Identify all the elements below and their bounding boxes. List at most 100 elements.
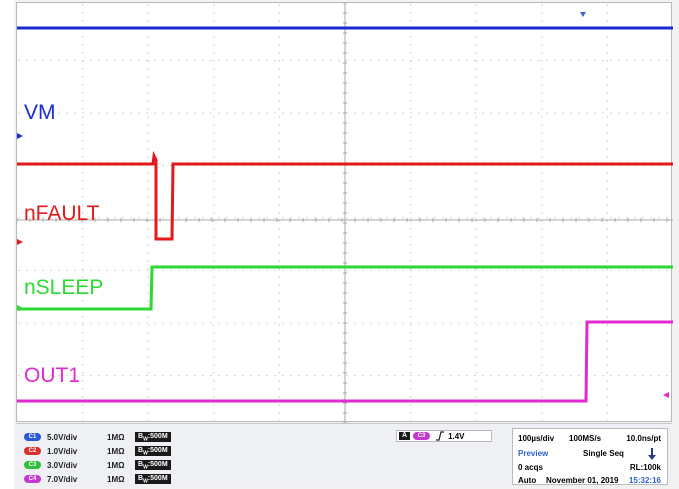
grid-dot — [274, 217, 276, 219]
grid-dot — [58, 269, 60, 272]
channel-badge[interactable]: C3 — [24, 461, 41, 469]
grid-dot — [541, 148, 543, 150]
grid-dot — [50, 59, 52, 62]
grid-dot — [546, 59, 548, 62]
channel-badge[interactable]: C4 — [24, 475, 41, 483]
grid-dot — [147, 276, 149, 278]
grid-dot — [147, 380, 149, 382]
grid-dot — [541, 300, 543, 302]
grid-dot — [18, 217, 20, 219]
grid-dot — [610, 112, 612, 114]
grid-dot — [506, 269, 508, 272]
channel-badge[interactable]: C1 — [24, 433, 41, 441]
grid-dot — [541, 348, 543, 350]
grid-dot — [278, 76, 280, 78]
grid-dot — [298, 269, 300, 272]
grid-dot — [634, 269, 636, 272]
grid-dot — [266, 269, 268, 272]
grid-dot — [186, 374, 188, 377]
grid-dot — [530, 59, 532, 62]
grid-dot — [213, 372, 215, 374]
grid-dot — [26, 59, 28, 62]
grid-dot — [410, 396, 412, 398]
grid-dot — [330, 217, 332, 219]
grid-dot — [541, 92, 543, 94]
grid-dot — [475, 292, 477, 294]
grid-dot — [546, 322, 548, 324]
grid-dot — [218, 374, 220, 377]
grid-dot — [34, 374, 36, 377]
grid-dot — [402, 322, 404, 324]
grid-dot — [538, 217, 540, 219]
channel-row-c4[interactable]: C4 7.0V/div 1MΩ BW:500M — [24, 472, 171, 486]
grid-dot — [98, 374, 100, 377]
grid-dot — [634, 59, 636, 62]
grid-dot — [554, 374, 556, 377]
grid-dot — [282, 374, 284, 377]
grid-dot — [354, 322, 356, 324]
channel-row-c3[interactable]: C3 3.0V/div 1MΩ BW:500M — [24, 458, 171, 472]
grid-dot — [606, 324, 609, 326]
down-arrow-icon — [648, 448, 656, 460]
grid-dot — [541, 108, 543, 110]
grid-dot — [82, 324, 84, 326]
grid-dot — [442, 59, 444, 62]
grid-dot — [82, 148, 84, 150]
grid-dot — [338, 322, 340, 324]
grid-dot — [475, 356, 477, 358]
grid-dot — [34, 59, 36, 62]
grid-dot — [541, 76, 543, 78]
channel-row-c2[interactable]: C2 1.0V/div 1MΩ BW:500M — [24, 444, 171, 458]
grid-dot — [242, 269, 244, 272]
grid-dot — [562, 269, 564, 272]
grid-dot — [410, 220, 412, 222]
grid-dot — [570, 322, 572, 324]
grid-dot — [82, 412, 84, 414]
grid-dot — [606, 196, 609, 198]
grid-dot — [570, 59, 572, 62]
grid-dot — [410, 100, 412, 102]
waveform-display[interactable]: VM nFAULT nSLEEP OUT1 — [16, 2, 673, 423]
grid-dot — [578, 374, 580, 377]
grid-dot — [426, 112, 428, 114]
grid-dot — [147, 332, 149, 334]
grid-dot — [147, 348, 149, 350]
grid-dot — [178, 374, 180, 377]
grid-dot — [213, 308, 215, 310]
grid-dot — [530, 374, 532, 377]
trigger-position-marker-icon — [580, 12, 586, 17]
grid-dot — [82, 59, 84, 62]
grid-dot — [66, 269, 68, 272]
grid-dot — [282, 269, 284, 272]
grid-dot — [606, 396, 609, 398]
channel-badge[interactable]: C2 — [24, 447, 41, 455]
grid-dot — [210, 269, 212, 272]
grid-dot — [434, 217, 436, 219]
grid-dot — [402, 217, 404, 219]
grid-dot — [522, 269, 524, 272]
grid-dot — [490, 322, 492, 324]
grid-dot — [147, 260, 149, 262]
grid-dot — [210, 59, 212, 62]
trigger-readout[interactable]: A C3 1.4V — [396, 430, 492, 442]
grid-dot — [538, 59, 540, 62]
grid-dot — [541, 20, 543, 22]
grid-dot — [114, 322, 116, 324]
grid-dot — [514, 112, 516, 114]
grid-dot — [278, 132, 280, 134]
channel-row-c1[interactable]: C1 5.0V/div 1MΩ BW:500M — [24, 430, 171, 444]
grid-dot — [82, 36, 84, 38]
timebase-readout[interactable]: 100µs/div 100MS/s 10.0ns/pt Preview Sing… — [512, 428, 668, 485]
grid-dot — [170, 164, 172, 167]
grid-dot — [394, 269, 396, 272]
grid-dot — [194, 269, 196, 272]
grid-dot — [147, 84, 149, 86]
grid-dot — [278, 4, 280, 6]
grid-dot — [410, 364, 412, 366]
grid-dot — [106, 322, 108, 324]
grid-dot — [147, 364, 149, 366]
grid-dot — [274, 112, 276, 114]
grid-dot — [541, 180, 543, 182]
grid-dot — [606, 412, 609, 414]
grid-dot — [658, 374, 660, 377]
